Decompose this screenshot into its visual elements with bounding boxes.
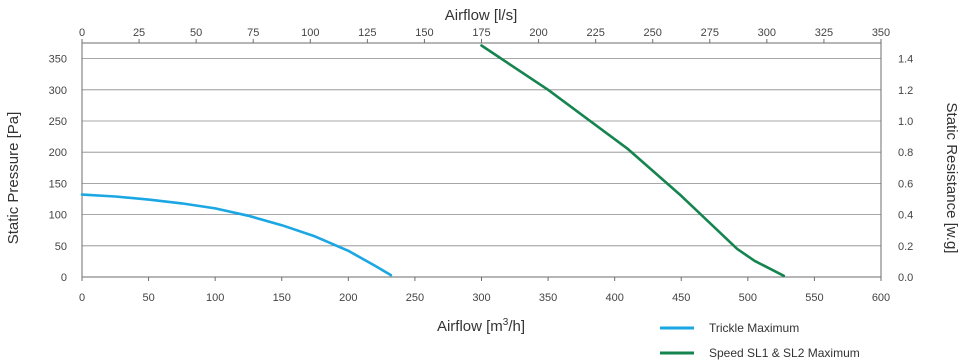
x-bottom-tick-100: 100 [206,292,224,304]
series-0-point-10 [390,274,392,276]
y-right-tick-7: 1.4 [898,54,913,66]
x-top-tick-200: 200 [529,27,547,39]
series-0-point-4 [214,207,216,209]
x-bottom-tick-300: 300 [472,292,490,304]
tick-labels: 0501001502002503003500.00.20.40.60.81.01… [49,27,914,304]
series-1-point-4 [736,248,738,250]
x-top-tick-350: 350 [872,27,890,39]
x-top-tick-300: 300 [758,27,776,39]
series-1 [480,44,786,278]
y-left-tick-150: 150 [49,178,67,190]
legend-label-trickle: Trickle Maximum [709,321,799,335]
x-bottom-tick-600: 600 [872,292,890,304]
x-bottom-tick-150: 150 [273,292,291,304]
x-bottom-tick-400: 400 [605,292,623,304]
y-right-tick-1: 0.2 [898,241,913,253]
x-top-tick-150: 150 [415,27,433,39]
x-bottom-axis-title-sup: 3 [503,317,509,328]
series-1-point-5 [753,260,755,262]
y-left-tick-300: 300 [49,85,67,97]
x-bottom-axis-title: Airflow [m3/h] [437,317,525,335]
y-left-tick-100: 100 [49,210,67,222]
legend-label-speed: Speed SL1 & SL2 Maximum [709,346,860,360]
y-right-tick-0: 0.0 [898,272,913,284]
x-top-tick-100: 100 [301,27,319,39]
legend: Trickle Maximum Speed SL1 & SL2 Maximum [660,321,860,360]
y-right-tick-5: 1.0 [898,116,913,128]
series-0-point-3 [181,202,183,204]
x-top-tick-125: 125 [358,27,376,39]
x-bottom-tick-550: 550 [805,292,823,304]
series-0-point-5 [247,215,249,217]
series-0 [80,193,393,277]
legend-item-speed: Speed SL1 & SL2 Maximum [660,346,860,360]
x-bottom-tick-450: 450 [672,292,690,304]
x-top-tick-50: 50 [190,27,202,39]
x-top-tick-275: 275 [701,27,719,39]
legend-item-trickle: Trickle Maximum [660,321,799,335]
series-1-point-6 [783,275,785,277]
y-left-tick-350: 350 [49,54,67,66]
series-0-point-8 [347,250,349,252]
series-1-point-3 [680,195,682,197]
x-top-tick-0: 0 [79,27,85,39]
series-0-point-2 [147,198,149,200]
grid-lines [81,39,882,281]
x-bottom-tick-50: 50 [142,292,154,304]
x-bottom-tick-500: 500 [739,292,757,304]
series-0-point-7 [314,235,316,237]
x-bottom-tick-0: 0 [79,292,85,304]
x-top-tick-25: 25 [133,27,145,39]
y-left-tick-0: 0 [61,272,67,284]
series-line-0 [80,193,393,277]
y-left-tick-250: 250 [49,116,67,128]
series-1-point-2 [627,148,629,150]
x-bottom-tick-250: 250 [406,292,424,304]
series-line-1 [480,44,786,278]
plot-frame [81,42,882,278]
y-right-tick-6: 1.2 [898,85,913,97]
y-left-tick-50: 50 [55,241,67,253]
series-0-point-6 [281,224,283,226]
x-top-tick-250: 250 [644,27,662,39]
series-1-point-0 [480,44,482,46]
x-bottom-tick-200: 200 [339,292,357,304]
y-right-tick-2: 0.4 [898,210,913,222]
series-1-point-1 [547,89,549,91]
y-left-tick-200: 200 [49,147,67,159]
x-top-tick-75: 75 [247,27,259,39]
x-bottom-axis-title-end: /h] [508,318,525,335]
x-top-tick-175: 175 [472,27,490,39]
x-top-tick-225: 225 [586,27,604,39]
y-left-axis-title: Static Pressure [Pa] [5,112,22,245]
series-lines [80,44,786,278]
series-0-point-0 [81,193,83,195]
y-right-tick-4: 0.8 [898,147,913,159]
x-top-tick-325: 325 [815,27,833,39]
x-bottom-tick-350: 350 [539,292,557,304]
series-0-point-9 [374,265,376,267]
y-right-axis-title: Static Resistance [w.g] [943,103,960,254]
x-top-axis-title: Airflow [l/s] [445,7,518,24]
series-0-point-1 [114,195,116,197]
y-right-tick-3: 0.6 [898,178,913,190]
x-bottom-axis-title-main: Airflow [m [437,318,503,335]
